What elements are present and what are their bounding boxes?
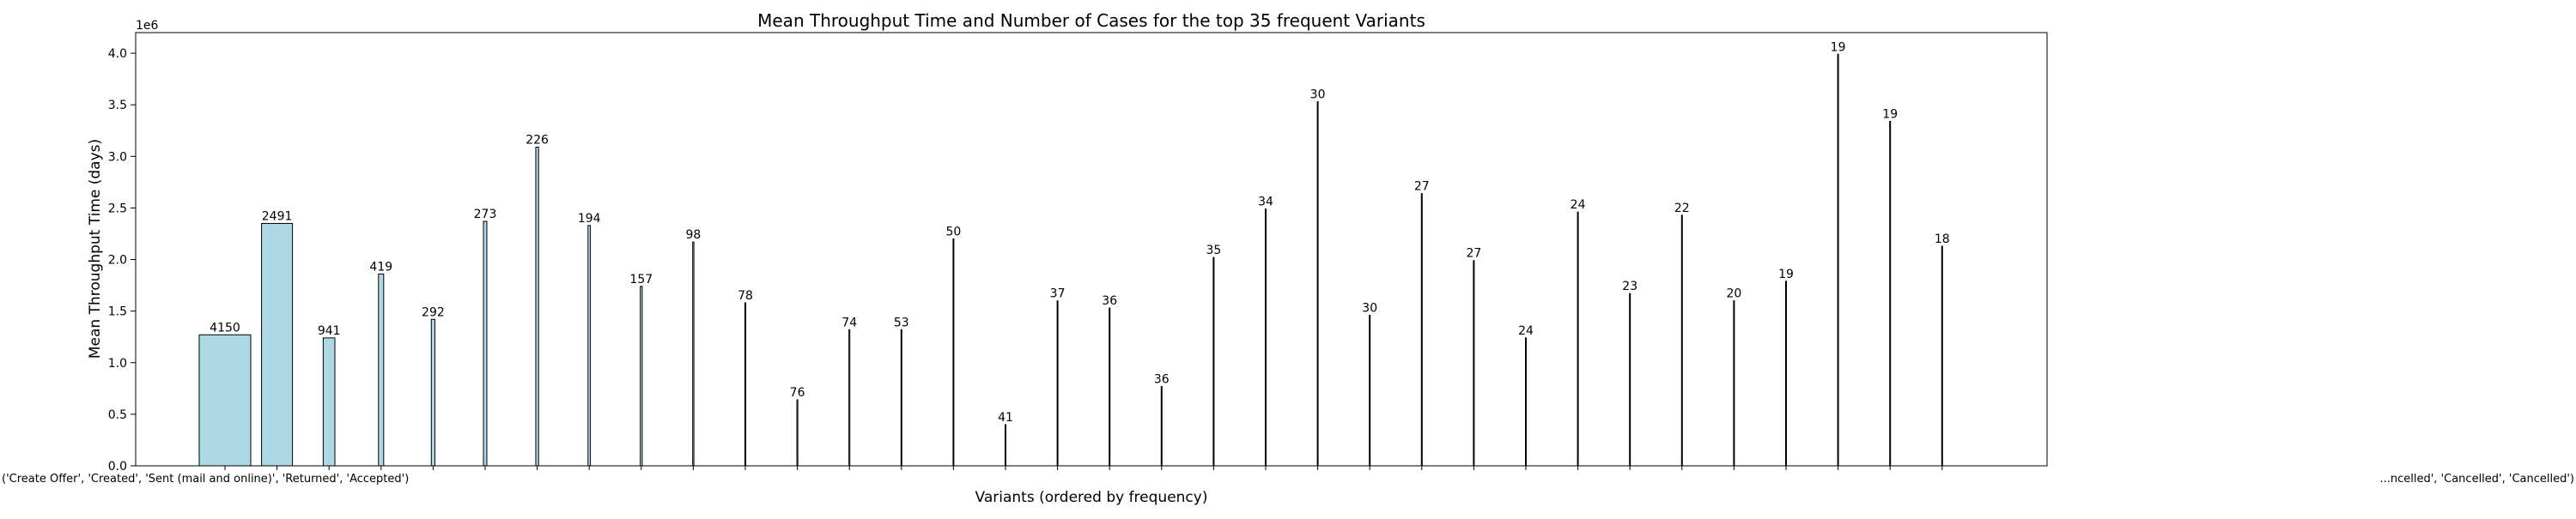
bar-value-label: 226 — [526, 133, 549, 147]
x-tick-label-first: ('Create Offer', 'Created', 'Sent (mail … — [2, 473, 409, 486]
bar — [1473, 260, 1475, 467]
bar — [1941, 245, 1943, 467]
bar — [1525, 337, 1527, 467]
plot-area — [135, 32, 2048, 467]
bar — [378, 273, 385, 467]
bar-value-label: 76 — [790, 386, 805, 400]
chart-title: Mean Throughput Time and Number of Cases… — [757, 10, 1425, 31]
bar-value-label: 41 — [998, 411, 1013, 425]
bar-value-label: 74 — [841, 316, 857, 329]
bar-value-label: 50 — [945, 225, 961, 238]
bar — [796, 399, 799, 467]
bar-value-label: 30 — [1310, 88, 1326, 102]
bar — [900, 329, 902, 467]
bar — [1785, 281, 1787, 467]
bar-value-label: 157 — [629, 273, 653, 287]
y-offset-label: 1e6 — [136, 19, 159, 33]
bar-value-label: 37 — [1050, 287, 1066, 301]
bar-value-label: 24 — [1518, 324, 1534, 338]
bar-value-label: 941 — [318, 324, 341, 338]
bar — [1680, 214, 1683, 467]
bar-value-label: 98 — [685, 228, 701, 242]
bar-value-label: 36 — [1154, 372, 1170, 386]
x-axis — [224, 466, 1943, 470]
bar-value-label: 30 — [1362, 301, 1377, 315]
bar — [692, 241, 695, 467]
bar — [322, 337, 336, 467]
bar-value-label: 18 — [1935, 232, 1950, 246]
bar-value-label: 19 — [1831, 40, 1846, 54]
bar-value-label: 34 — [1258, 196, 1273, 209]
bar — [1316, 101, 1319, 467]
bar-value-label: 27 — [1414, 180, 1430, 194]
bar — [261, 222, 294, 467]
y-tick-label: 4.0 — [108, 47, 127, 61]
bar-value-label: 36 — [1102, 294, 1117, 308]
bar — [587, 225, 592, 467]
bar-value-label: 78 — [738, 289, 753, 303]
bar — [430, 318, 436, 467]
bar — [535, 146, 539, 467]
bar — [848, 329, 851, 467]
bar-value-label: 22 — [1674, 202, 1690, 215]
y-tick-label: 2.0 — [108, 254, 127, 268]
bar-value-label: 292 — [422, 305, 445, 319]
bar — [1420, 193, 1423, 467]
y-tick-label: 0.0 — [108, 460, 127, 474]
y-axis-label: Mean Throughput Time (days) — [87, 139, 104, 359]
y-tick-label: 3.5 — [108, 99, 127, 112]
bar-value-label: 4150 — [210, 321, 240, 335]
bar — [744, 302, 747, 467]
bar-value-label: 2491 — [262, 209, 293, 223]
y-tick-label: 0.5 — [108, 408, 127, 422]
bar — [198, 334, 252, 467]
bar-value-label: 53 — [894, 316, 909, 329]
y-tick-label: 1.0 — [108, 357, 127, 371]
bar — [1109, 307, 1111, 467]
bar — [483, 220, 488, 467]
bar-value-label: 27 — [1466, 247, 1481, 261]
bar-value-label: 23 — [1622, 280, 1637, 293]
bar-value-label: 24 — [1571, 198, 1586, 212]
y-axis: 0.0 0.5 1.0 1.5 2.0 2.5 3.0 3.5 4.0 — [108, 47, 136, 474]
bar — [1005, 424, 1006, 467]
x-tick-label-last: ...ncelled', 'Cancelled', 'Cancelled') — [2379, 473, 2574, 486]
bar — [1056, 300, 1059, 467]
y-tick-label: 1.5 — [108, 305, 127, 319]
y-tick-label: 2.5 — [108, 202, 127, 215]
bar — [1265, 208, 1267, 467]
bar-labels-group: 4150 2491 941 419 292 273 226 194 157 98 78 76 74 53 5… — [210, 40, 1950, 425]
bar-value-label: 35 — [1206, 244, 1221, 257]
bar — [1889, 120, 1892, 467]
bar — [952, 238, 955, 467]
bar-value-label: 19 — [1882, 107, 1898, 121]
bar — [1160, 385, 1163, 467]
bars-group — [198, 53, 1943, 467]
bar-value-label: 194 — [578, 212, 601, 226]
bar — [640, 286, 643, 467]
bar-value-label: 19 — [1778, 268, 1794, 281]
bar-value-label: 419 — [369, 260, 392, 274]
bar — [1629, 293, 1631, 467]
bar-value-label: 273 — [474, 208, 497, 221]
bar — [1212, 256, 1215, 467]
bar-value-label: 20 — [1726, 287, 1741, 301]
bar — [1733, 300, 1735, 467]
y-tick-label: 3.0 — [108, 150, 127, 164]
bar — [1577, 211, 1579, 467]
x-axis-label: Variants (ordered by frequency) — [975, 489, 1208, 506]
